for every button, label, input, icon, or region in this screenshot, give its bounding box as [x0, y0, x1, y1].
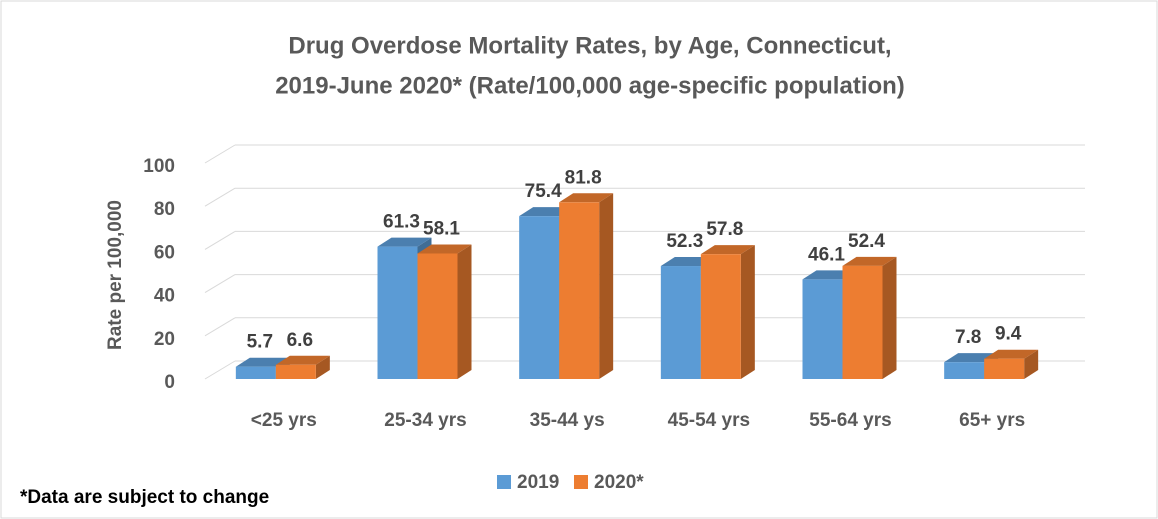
grid-line — [204, 360, 236, 380]
grid-line — [204, 317, 236, 337]
legend-swatch — [574, 475, 588, 489]
bar — [519, 216, 560, 379]
data-label: 6.6 — [287, 330, 313, 351]
bar — [275, 364, 316, 379]
data-label: 5.7 — [247, 332, 273, 353]
grid-line — [204, 230, 236, 250]
chart-title: 2019-June 2020* (Rate/100,000 age-specif… — [275, 72, 905, 99]
bar-side — [882, 256, 897, 379]
y-axis-label: Rate per 100,000 — [105, 200, 126, 350]
x-tick-label: 35-44 ys — [530, 410, 605, 431]
y-tick-label: 100 — [143, 156, 175, 177]
legend-swatch — [497, 475, 511, 489]
data-label: 7.8 — [955, 327, 981, 348]
bar — [984, 358, 1025, 379]
data-label: 9.4 — [995, 324, 1022, 345]
bar-top — [417, 244, 472, 254]
x-tick-label: 25-34 yrs — [384, 410, 466, 431]
bar-top — [700, 245, 755, 255]
bar — [235, 366, 276, 379]
data-label: 58.1 — [423, 219, 460, 240]
bar — [700, 254, 741, 379]
note: *Data are subject to change — [20, 487, 269, 508]
data-label: 61.3 — [383, 212, 420, 233]
data-label: 81.8 — [565, 167, 602, 188]
grid-line — [204, 144, 236, 164]
bar-top — [559, 193, 614, 203]
data-label: 52.3 — [666, 231, 703, 252]
data-label: 75.4 — [525, 181, 562, 202]
bar-side — [599, 193, 614, 379]
bar — [377, 246, 418, 379]
data-label: 46.1 — [808, 244, 845, 265]
x-tick-label: 45-54 yrs — [668, 410, 750, 431]
bar — [559, 202, 600, 379]
data-label: 52.4 — [848, 231, 885, 252]
bar — [944, 362, 985, 379]
y-tick-label: 20 — [154, 329, 175, 350]
x-tick-label: 55-64 yrs — [809, 410, 891, 431]
legend-label: 2020* — [594, 472, 644, 493]
bar — [660, 266, 701, 379]
chart-title: Drug Overdose Mortality Rates, by Age, C… — [288, 32, 891, 59]
bar-side — [1024, 349, 1039, 379]
grid-line — [204, 274, 236, 294]
bar-top — [275, 355, 330, 365]
bar-top — [842, 256, 897, 266]
bar — [842, 265, 883, 379]
bar-side — [315, 355, 330, 379]
x-tick-label: 65+ yrs — [959, 410, 1025, 431]
bar — [417, 253, 458, 379]
bar-side — [740, 245, 755, 379]
bar — [802, 279, 843, 379]
grid-line — [204, 187, 236, 207]
y-tick-label: 60 — [154, 242, 175, 263]
legend-label: 2019 — [517, 472, 559, 493]
y-tick-label: 0 — [164, 372, 175, 393]
bar-side — [457, 244, 472, 379]
x-tick-label: <25 yrs — [251, 410, 317, 431]
bar-top — [984, 349, 1039, 359]
bar-top — [377, 237, 432, 247]
y-tick-label: 80 — [154, 199, 175, 220]
y-tick-label: 40 — [154, 286, 175, 307]
data-label: 57.8 — [706, 219, 743, 240]
